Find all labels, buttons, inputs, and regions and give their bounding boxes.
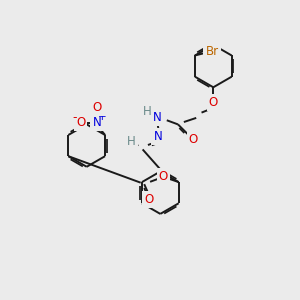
Text: -: - (72, 111, 76, 124)
Text: Br: Br (206, 45, 219, 58)
Text: +: + (98, 112, 107, 122)
Text: N: N (154, 130, 162, 143)
Text: N: N (92, 116, 101, 129)
Text: N: N (153, 111, 162, 124)
Text: H: H (127, 135, 136, 148)
Text: O: O (144, 193, 153, 206)
Text: O: O (159, 170, 168, 183)
Text: O: O (92, 101, 101, 114)
Text: O: O (209, 96, 218, 109)
Text: O: O (76, 116, 85, 129)
Text: H: H (143, 105, 152, 118)
Text: O: O (189, 133, 198, 146)
